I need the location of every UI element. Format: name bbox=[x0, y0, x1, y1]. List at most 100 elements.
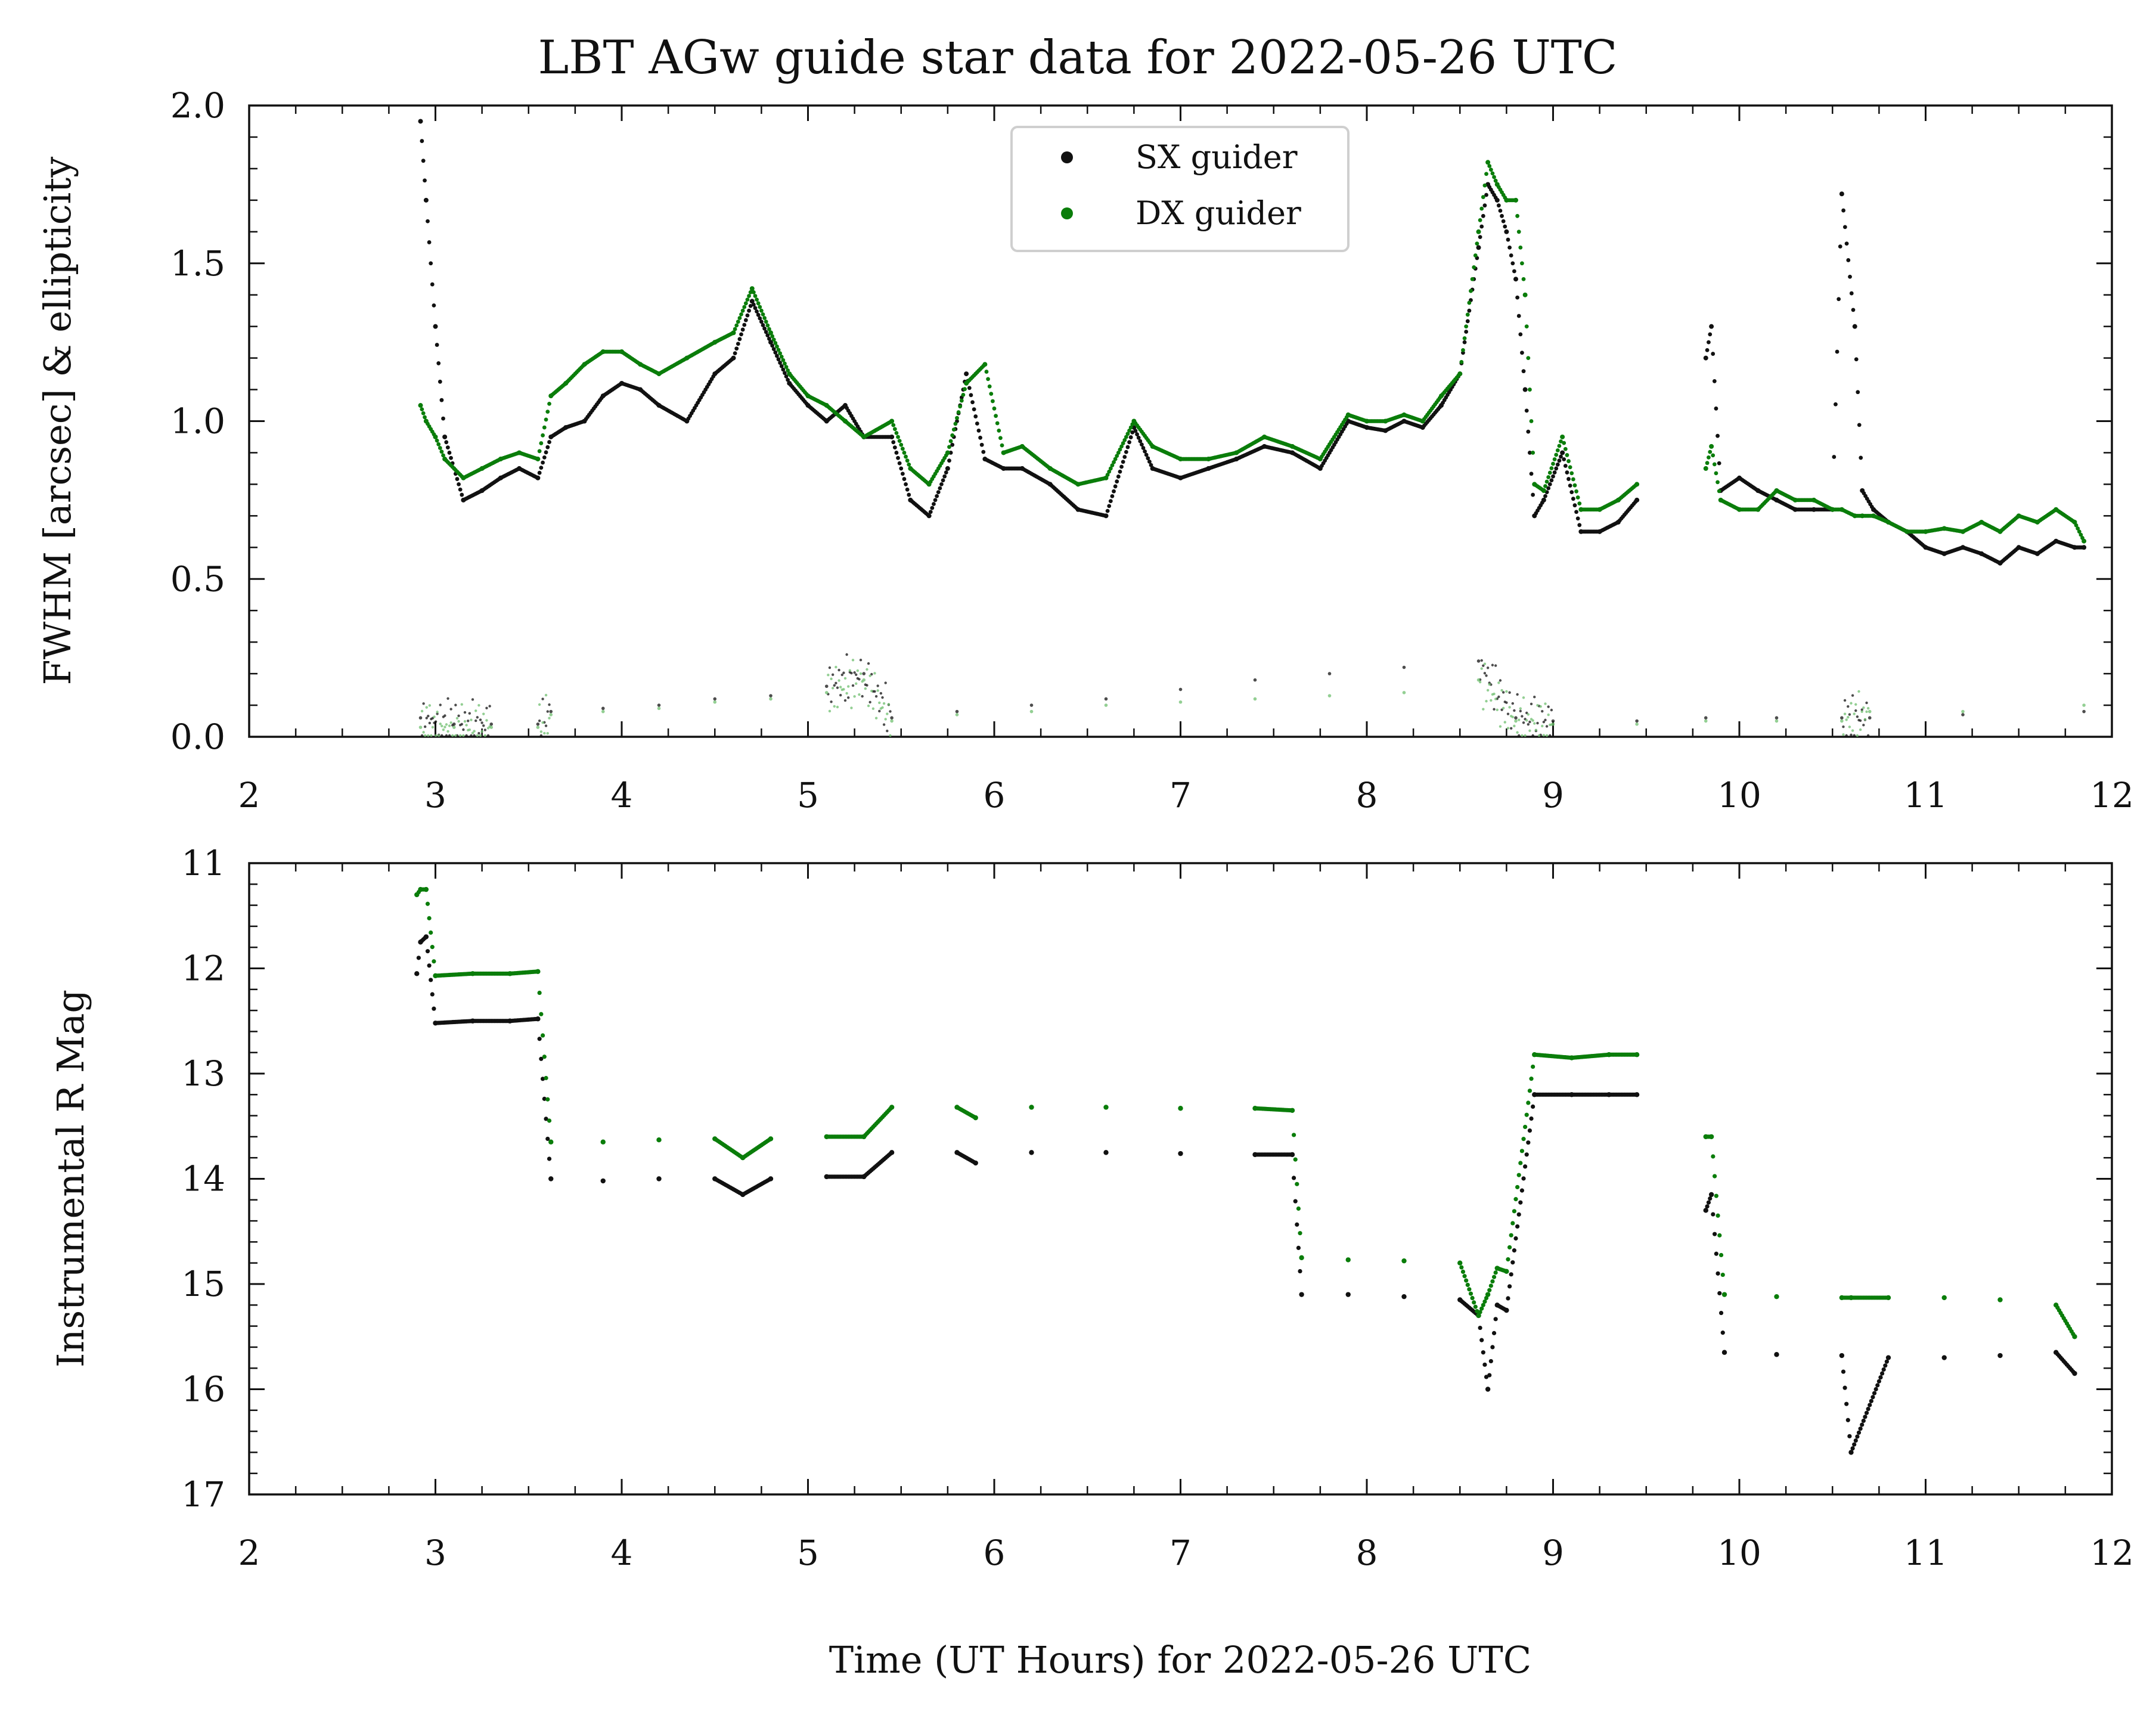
bottom-data-point bbox=[1482, 1362, 1487, 1367]
top-data-point bbox=[870, 689, 873, 693]
top-data-point bbox=[473, 734, 476, 737]
top-data-point bbox=[449, 708, 452, 711]
bottom-data-point bbox=[1714, 1193, 1718, 1198]
figure-title: LBT AGw guide star data for 2022-05-26 U… bbox=[538, 31, 1617, 85]
top-data-point bbox=[831, 687, 835, 690]
top-data-point bbox=[1566, 477, 1571, 481]
top-data-point bbox=[1857, 690, 1860, 693]
top-data-point bbox=[942, 474, 947, 479]
bottom-data-point bbox=[427, 916, 432, 920]
bottom-data-point bbox=[425, 949, 430, 954]
top-data-point bbox=[436, 711, 439, 714]
top-data-point bbox=[967, 386, 972, 390]
top-data-point bbox=[839, 694, 842, 697]
top-data-point bbox=[947, 458, 951, 463]
top-data-point bbox=[890, 719, 894, 723]
top-data-point bbox=[783, 361, 787, 366]
bottom-data-point bbox=[1876, 1379, 1881, 1384]
top-data-point bbox=[1559, 439, 1563, 444]
top-data-point bbox=[884, 681, 887, 684]
bottom-data-point bbox=[1518, 1161, 1523, 1165]
top-data-point bbox=[859, 672, 863, 675]
top-data-point bbox=[1704, 719, 1708, 723]
top-data-point bbox=[739, 312, 743, 317]
top-data-point bbox=[848, 669, 852, 672]
top-data-point bbox=[1848, 274, 1852, 279]
top-data-point bbox=[1707, 340, 1711, 345]
top-data-point bbox=[473, 730, 476, 733]
top-data-point bbox=[739, 332, 743, 337]
top-data-point bbox=[657, 703, 661, 707]
top-data-point bbox=[740, 327, 745, 332]
top-data-point bbox=[734, 323, 739, 328]
top-data-point bbox=[1703, 355, 1708, 361]
top-data-point bbox=[997, 428, 1001, 433]
top-data-point bbox=[1483, 662, 1487, 665]
top-data-point bbox=[1703, 466, 1708, 471]
top-data-point bbox=[1528, 729, 1531, 733]
top-x-tick-label: 7 bbox=[1169, 775, 1192, 815]
top-data-point bbox=[1568, 465, 1572, 470]
top-data-point bbox=[747, 294, 751, 298]
top-data-point bbox=[1838, 244, 1842, 249]
top-data-point bbox=[489, 725, 494, 729]
top-data-point bbox=[545, 410, 550, 414]
top-data-point bbox=[1857, 423, 1862, 427]
bottom-data-point bbox=[1467, 1287, 1472, 1292]
top-data-point bbox=[1482, 183, 1487, 188]
top-data-point bbox=[842, 671, 845, 674]
top-data-point bbox=[1119, 444, 1124, 449]
bottom-data-point bbox=[1860, 1422, 1865, 1427]
top-data-point bbox=[1547, 470, 1552, 475]
top-data-point bbox=[905, 487, 910, 492]
top-data-point bbox=[441, 453, 445, 458]
top-data-point bbox=[657, 706, 661, 711]
bottom-data-point bbox=[973, 1115, 978, 1121]
bottom-data-point bbox=[1493, 1317, 1498, 1322]
top-data-point bbox=[1541, 497, 1546, 503]
legend-marker-dx bbox=[1061, 207, 1073, 219]
top-data-point bbox=[432, 303, 436, 308]
top-data-point bbox=[451, 734, 454, 737]
top-data-point bbox=[2081, 538, 2087, 544]
top-data-point bbox=[767, 336, 771, 341]
bottom-data-point bbox=[540, 1033, 545, 1038]
top-data-point bbox=[1483, 672, 1487, 675]
top-data-point bbox=[1516, 314, 1521, 318]
top-x-tick-label: 3 bbox=[424, 775, 446, 815]
top-data-point bbox=[1135, 432, 1139, 436]
top-data-point bbox=[1499, 725, 1502, 728]
top-data-point bbox=[446, 730, 449, 733]
top-data-point bbox=[1108, 499, 1113, 504]
top-data-point bbox=[1513, 724, 1516, 728]
bottom-data-point bbox=[1345, 1292, 1351, 1297]
top-data-point bbox=[1472, 265, 1476, 269]
top-data-point bbox=[736, 342, 740, 346]
bottom-data-point bbox=[1491, 1331, 1497, 1335]
top-data-point bbox=[1541, 724, 1544, 728]
top-data-point bbox=[1527, 723, 1530, 726]
top-data-point bbox=[1574, 510, 1578, 514]
bottom-data-point bbox=[1295, 1181, 1299, 1186]
bottom-data-point bbox=[1515, 1224, 1520, 1229]
top-data-point bbox=[483, 734, 487, 737]
top-data-point bbox=[457, 714, 460, 717]
bottom-data-point bbox=[2072, 1370, 2077, 1376]
top-data-point bbox=[1851, 308, 1856, 312]
top-data-point bbox=[482, 724, 485, 727]
top-data-point bbox=[930, 505, 935, 510]
top-data-point bbox=[1138, 439, 1143, 444]
top-data-point bbox=[421, 411, 426, 415]
top-data-point bbox=[1834, 402, 1838, 407]
top-data-point bbox=[992, 406, 997, 411]
legend: SX guider DX guider bbox=[1010, 126, 1350, 252]
top-data-point bbox=[1566, 459, 1571, 463]
bottom-data-point bbox=[1705, 1204, 1710, 1209]
top-data-point bbox=[776, 357, 781, 362]
top-data-point bbox=[1709, 324, 1714, 329]
bottom-data-point bbox=[1721, 1350, 1727, 1355]
top-data-point bbox=[1524, 324, 1529, 329]
top-data-point bbox=[420, 139, 424, 143]
bottom-data-point bbox=[1482, 1299, 1487, 1304]
